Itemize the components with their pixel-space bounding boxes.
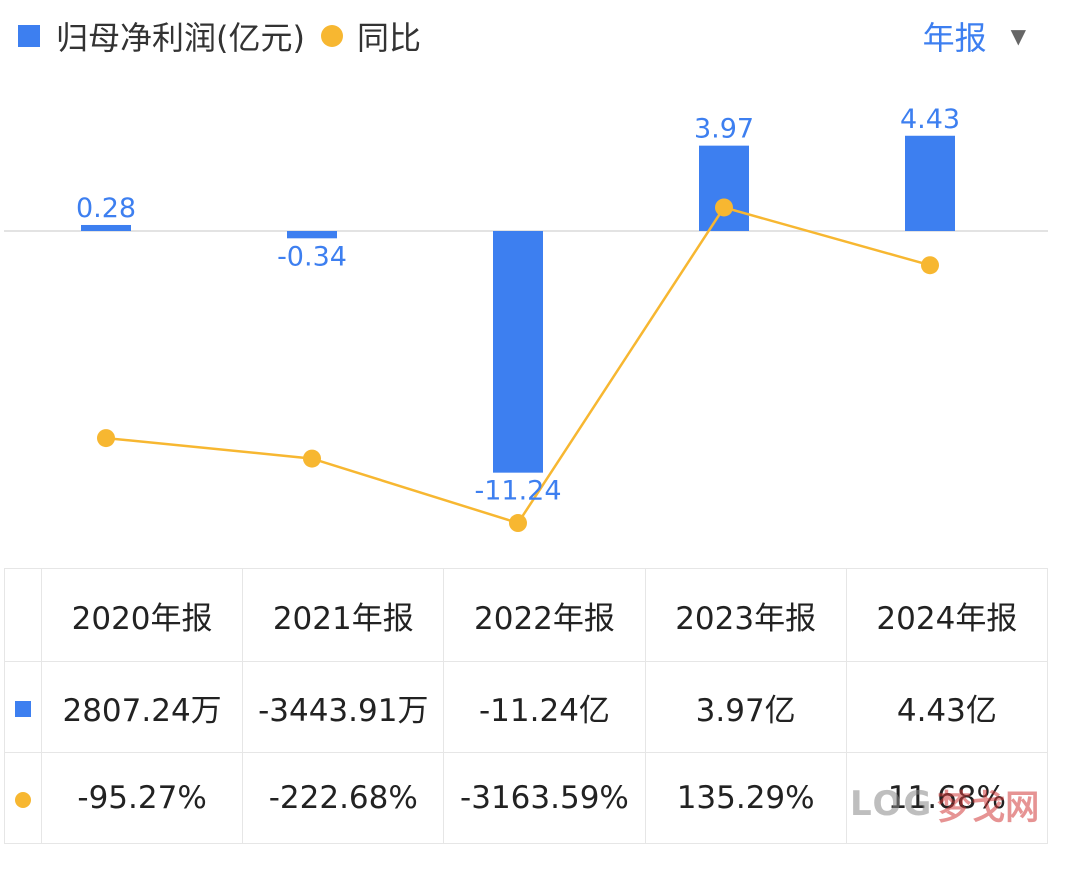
table-cell: 2807.24万 xyxy=(40,661,244,753)
watermark: LOG 梦戈网 xyxy=(850,784,1039,828)
table-header-row: 2020年报 2021年报 2022年报 2023年报 2024年报 xyxy=(4,568,1049,662)
table-header-cell: 2024年报 xyxy=(845,568,1049,662)
chevron-down-icon: ▼ xyxy=(1010,24,1026,48)
table-cell: -3163.59% xyxy=(443,752,646,844)
table-cell: 135.29% xyxy=(644,752,847,844)
line-point xyxy=(303,449,321,468)
line-point xyxy=(97,429,115,448)
bar-data-label: -0.34 xyxy=(277,241,347,272)
bar-data-label: 4.43 xyxy=(900,104,960,135)
line-point xyxy=(921,256,939,275)
bar xyxy=(905,135,955,231)
period-selector-label: 年报 xyxy=(922,19,987,57)
bar xyxy=(81,224,131,231)
table-cell: -222.68% xyxy=(242,752,445,844)
table-cell: 3.97亿 xyxy=(644,661,847,753)
table-cell: -3443.91万 xyxy=(242,661,445,753)
table-row-yoy: -95.27% -222.68% -3163.59% 135.29% 11.68… xyxy=(4,752,1049,844)
line-legend-marker xyxy=(320,25,343,47)
table-cell: 11.68% xyxy=(845,752,1049,844)
table-corner-cell xyxy=(4,568,42,662)
bar-data-label: -11.24 xyxy=(474,476,561,507)
profit-chart: 0.28 -0.34 -11.24 3.97 4.43 xyxy=(4,104,1048,533)
bar-data-label: 0.28 xyxy=(76,193,136,224)
table-header-cell: 2022年报 xyxy=(443,568,646,662)
bar-data-label: 3.97 xyxy=(694,114,754,145)
table-cell: 4.43亿 xyxy=(845,661,1049,753)
bar-series-marker-icon xyxy=(15,701,31,717)
watermark-logo-text: LOG xyxy=(850,784,934,824)
bar xyxy=(287,231,337,239)
table-cell: -11.24亿 xyxy=(443,661,646,753)
table-header-cell: 2020年报 xyxy=(40,568,244,662)
table-cell: -95.27% xyxy=(40,752,244,844)
table-header-cell: 2021年报 xyxy=(242,568,445,662)
line-legend-label: 同比 xyxy=(356,19,421,57)
watermark-site-text: 梦戈网 xyxy=(937,787,1040,828)
period-selector[interactable]: 年报 ▼ xyxy=(923,14,1026,58)
bar-legend-label: 归母净利润(亿元) xyxy=(56,19,305,57)
line-point xyxy=(715,198,733,217)
bar xyxy=(699,145,749,231)
bar xyxy=(493,231,543,473)
table-row-profit: 2807.24万 -3443.91万 -11.24亿 3.97亿 4.43亿 xyxy=(4,661,1049,753)
summary-table: 2020年报 2021年报 2022年报 2023年报 2024年报 2807.… xyxy=(4,568,1049,844)
table-row-marker xyxy=(4,752,42,844)
bar-legend-marker xyxy=(18,25,40,47)
chart-legend: 归母净利润(亿元) 同比 xyxy=(18,14,421,58)
table-row-marker xyxy=(4,661,42,753)
table-header-cell: 2023年报 xyxy=(644,568,847,662)
line-series-marker-icon xyxy=(15,792,31,808)
line-point xyxy=(509,514,527,533)
